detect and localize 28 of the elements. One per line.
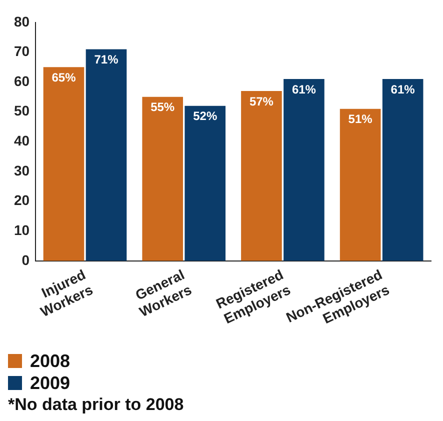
bar bbox=[86, 49, 127, 261]
y-tick-label: 60 bbox=[14, 72, 30, 89]
y-tick-label: 20 bbox=[14, 192, 30, 208]
y-tick-label: 40 bbox=[14, 132, 30, 149]
bar bbox=[142, 96, 184, 261]
data-label: 55% bbox=[150, 100, 175, 114]
y-tick-label: 80 bbox=[14, 13, 30, 30]
data-label: 65% bbox=[52, 70, 76, 84]
bar bbox=[184, 106, 226, 261]
bar bbox=[340, 108, 381, 261]
y-tick-label: 30 bbox=[14, 162, 30, 178]
bar bbox=[284, 79, 324, 261]
text: *No data prior to 2008 bbox=[8, 394, 185, 416]
data-label: 71% bbox=[94, 52, 119, 67]
y-tick-label: 50 bbox=[14, 102, 30, 119]
bar bbox=[382, 79, 424, 261]
bar bbox=[241, 90, 282, 261]
y-tick-label: 0 bbox=[22, 252, 30, 268]
y-tick-label: 70 bbox=[14, 43, 30, 60]
data-label: 61% bbox=[390, 82, 416, 96]
data-label: 61% bbox=[292, 82, 316, 96]
bar bbox=[43, 67, 84, 261]
data-label: 52% bbox=[193, 109, 218, 124]
data-label: 57% bbox=[249, 94, 274, 108]
y-tick-label: 10 bbox=[14, 222, 30, 238]
data-label: 51% bbox=[348, 112, 373, 126]
legend-label: 2008 bbox=[30, 350, 70, 372]
legend-label: 2009 bbox=[30, 372, 70, 394]
